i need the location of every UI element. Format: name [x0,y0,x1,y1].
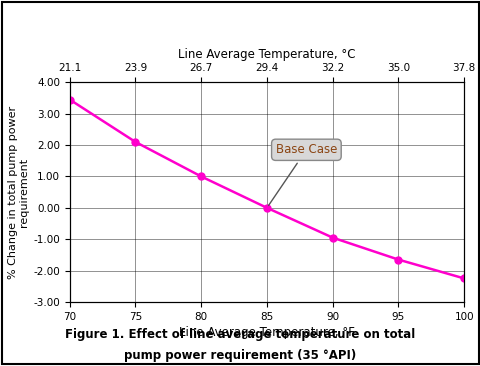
X-axis label: Line Average Temperature, °F: Line Average Temperature, °F [179,326,354,339]
Text: Figure 1. Effect of line average temperature on total: Figure 1. Effect of line average tempera… [65,328,415,341]
Text: Base Case: Base Case [268,143,336,206]
X-axis label: Line Average Temperature, °C: Line Average Temperature, °C [178,48,355,61]
Y-axis label: % Change in total pump power
requirement: % Change in total pump power requirement [8,105,29,279]
Text: pump power requirement (35 °API): pump power requirement (35 °API) [124,348,356,362]
